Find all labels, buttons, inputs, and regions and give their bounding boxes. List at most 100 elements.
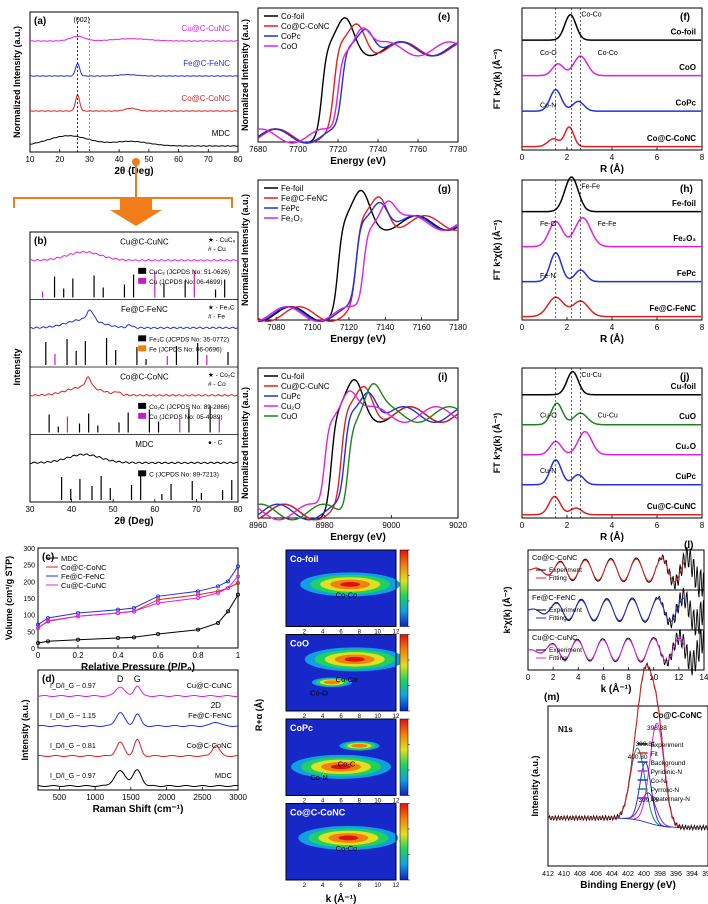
bond-label: Fe-Fe	[598, 221, 617, 228]
bond-label: Co-O	[540, 50, 557, 57]
x-tick-label: 50	[109, 505, 118, 514]
series-label: Cu-foil	[671, 382, 696, 391]
reference-swatch	[138, 345, 147, 352]
series-line	[257, 23, 459, 144]
panel-label: (j)	[680, 372, 689, 383]
legend-label: MDC	[61, 554, 79, 563]
series-label: Co@C-CoNC	[647, 134, 696, 143]
x-tick-label: 12	[393, 630, 400, 636]
panel-e: (e) 7680 7700 7720 7740 7760 7780 Energy (eV) No…	[240, 7, 467, 167]
colorbar	[399, 634, 409, 712]
x-tick-label: 7100	[304, 323, 322, 332]
series-label: Cu@C-CuNC	[186, 681, 232, 690]
map-frame	[285, 549, 397, 627]
x-tick-label: 4	[576, 673, 581, 682]
x-tick-label: 2	[303, 630, 307, 636]
wavelet-map: CoO Co-Co Co-O 2 4 6 8 10 12	[285, 634, 410, 720]
x-axis-label: k (Å⁻¹)	[601, 682, 632, 695]
panel-a: (a) 10 20 30 40 50 60 70 80 2θ (Deg) Normalized In…	[12, 11, 243, 177]
plot-frame	[29, 11, 239, 153]
data-point	[195, 627, 200, 632]
legend-label: FePc	[281, 204, 300, 213]
panel-k: (k)k (Å⁻¹)R+α (Å)Co-foilCo-Co24681012CoO…	[254, 549, 410, 904]
y-axis-label: Normalized Intensity (a.u.)	[12, 26, 22, 138]
x-tick-label: 7760	[409, 145, 427, 154]
y-axis-label: Intensity (a.u.)	[20, 699, 30, 760]
panel-d: (d) 500 1000 1500 2000 2500 3000 Raman Shift (c…	[20, 669, 247, 815]
x-tick-label: 2	[551, 673, 556, 682]
data-point	[46, 616, 51, 621]
legend-label: Quaternary-N	[651, 796, 691, 803]
bond-label: Cu-Cu	[598, 413, 618, 420]
panel-label: (d)	[42, 674, 55, 685]
map-frame	[285, 718, 397, 796]
legend-note: # - Fe	[208, 314, 225, 321]
x-tick-label: 7160	[413, 323, 431, 332]
bond-label: Cu-N	[540, 468, 556, 475]
series-label: Cu₂O	[676, 442, 696, 451]
y-tick-label: 300	[23, 546, 35, 553]
data-point	[46, 618, 51, 623]
x-tick-label: 7720	[329, 145, 347, 154]
x-tick-label: 12	[393, 883, 400, 889]
x-tick-label: 6	[339, 883, 343, 889]
x-tick-label: 392	[702, 871, 708, 878]
series-line	[257, 200, 458, 322]
series-line	[37, 712, 239, 727]
legend-label: Pyrrolic-N	[651, 787, 680, 794]
x-tick-label: 7680	[249, 145, 267, 154]
series-line	[29, 453, 239, 465]
data-point	[215, 621, 220, 626]
x-tick-label: 10	[374, 883, 381, 889]
background-line	[548, 817, 708, 829]
x-tick-label: 70	[192, 505, 201, 514]
x-tick-label: 4	[610, 521, 615, 530]
peak-label: 398.38	[647, 725, 667, 732]
x-tick-label: 2	[565, 323, 570, 332]
map-label: Co-Co	[336, 844, 358, 853]
series-line	[29, 62, 239, 77]
series-label: MDC	[212, 129, 230, 138]
x-tick-label: 2	[565, 153, 570, 162]
ratio-label: I_D/I_G ~ 0.97	[50, 683, 96, 690]
panel-b: (b) 30 40 50 60 70 80 2θ (Deg) Intensity Cu@C-CuN…	[12, 231, 243, 527]
y-axis-label: FT k³χ(k) (Å⁻³)	[492, 413, 502, 473]
data-point	[116, 636, 121, 641]
x-tick-label: 9000	[382, 521, 400, 530]
peak-label: (002)	[74, 17, 90, 24]
x-tick-label: 20	[55, 155, 64, 164]
x-tick-label: 6	[655, 153, 660, 162]
x-tick-label: 8	[358, 883, 362, 889]
y-tick-label: 200	[23, 579, 35, 586]
legend-label: CoO	[281, 42, 297, 51]
wavelet-map: Co@C-CoNC Co-Co 2 4 6 8 10 12	[285, 803, 410, 889]
x-axis-label: Relative Pressure (P/P₀)	[81, 662, 195, 673]
reference-swatch	[138, 412, 147, 419]
y-axis-label: Intensity	[12, 348, 22, 385]
data-point	[225, 609, 230, 614]
ratio-label: I_D/I_G ~ 0.81	[50, 743, 96, 750]
colorbar	[399, 718, 409, 796]
panel-label: (b)	[34, 236, 47, 247]
x-tick-label: 80	[234, 155, 243, 164]
fit-line	[548, 664, 708, 829]
series-label: Fe-foil	[672, 199, 696, 208]
series-line	[522, 296, 702, 318]
reference-label: Co (JCPDS No: 05-4989)	[149, 414, 222, 421]
map-frame	[285, 634, 397, 712]
y-axis-label: Normalized Intensity (a.u.)	[240, 194, 250, 306]
map-label: Co-Co	[336, 675, 358, 684]
series-line	[522, 217, 702, 248]
legend-note: # - Co	[208, 381, 226, 388]
x-tick-label: 2000	[158, 793, 176, 802]
x-tick-label: 12	[393, 799, 400, 805]
x-tick-label: 7740	[369, 145, 387, 154]
contour-band	[331, 764, 351, 770]
contour-band	[340, 582, 361, 587]
data-point	[36, 641, 41, 646]
bond-label: Fe-O	[540, 221, 557, 228]
data-point	[46, 639, 51, 644]
series-line	[37, 594, 239, 644]
x-tick-label: 396	[670, 871, 682, 878]
